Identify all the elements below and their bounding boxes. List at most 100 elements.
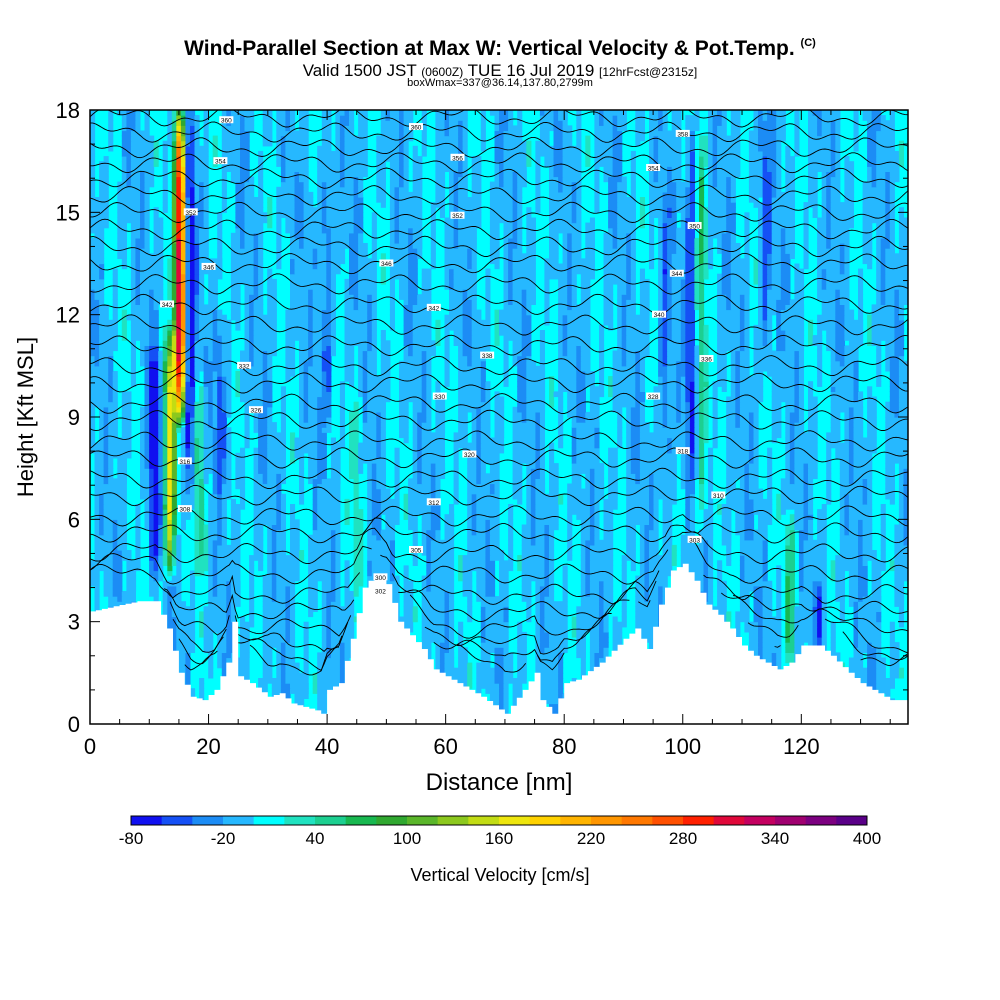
velocity-cell	[694, 417, 700, 423]
velocity-cell	[526, 606, 532, 612]
velocity-cell	[367, 519, 373, 525]
velocity-cell	[585, 580, 591, 587]
velocity-cell	[158, 381, 164, 387]
velocity-cell	[526, 519, 532, 525]
velocity-cell	[549, 473, 559, 479]
velocity-cell	[267, 417, 273, 423]
velocity-cell	[808, 381, 814, 387]
velocity-cell	[644, 580, 650, 587]
velocity-cell	[576, 447, 600, 454]
velocity-cell	[826, 437, 841, 444]
velocity-cell	[303, 647, 309, 653]
velocity-cell	[839, 509, 845, 515]
velocity-cell	[417, 463, 423, 469]
velocity-cell	[898, 519, 904, 525]
velocity-cell	[535, 585, 541, 592]
velocity-cell	[689, 437, 695, 444]
velocity-cell	[639, 478, 650, 485]
velocity-cell	[730, 371, 736, 377]
velocity-cell	[789, 575, 795, 582]
velocity-cell	[376, 468, 386, 474]
velocity-cell	[117, 529, 127, 536]
velocity-cell	[367, 468, 373, 474]
velocity-cell	[280, 519, 286, 525]
velocity-cell	[708, 555, 714, 561]
velocity-cell	[812, 642, 818, 648]
velocity-cell	[526, 463, 536, 469]
velocity-cell	[435, 401, 446, 408]
velocity-cell	[762, 550, 768, 556]
velocity-cell	[758, 642, 764, 648]
velocity-cell	[476, 411, 482, 418]
velocity-cell	[898, 381, 908, 387]
velocity-cell	[389, 596, 400, 602]
velocity-cell	[617, 437, 623, 444]
velocity-cell	[158, 437, 164, 444]
velocity-cell	[108, 376, 114, 382]
velocity-cell	[158, 391, 164, 398]
velocity-cell	[817, 381, 823, 387]
velocity-cell	[226, 391, 232, 398]
velocity-cell	[203, 432, 214, 439]
velocity-cell	[762, 647, 782, 653]
velocity-cell	[780, 478, 791, 485]
velocity-cell	[703, 422, 709, 428]
velocity-cell	[162, 498, 168, 505]
velocity-cell	[521, 529, 532, 536]
velocity-cell	[808, 524, 814, 531]
velocity-cell	[103, 417, 109, 423]
velocity-cell	[685, 509, 691, 515]
velocity-cell	[744, 524, 755, 531]
velocity-cell	[308, 596, 318, 602]
velocity-cell	[262, 606, 286, 612]
velocity-cell	[612, 616, 618, 623]
velocity-cell	[162, 406, 168, 413]
velocity-cell	[317, 678, 341, 684]
velocity-cell	[735, 524, 745, 531]
velocity-cell	[639, 473, 650, 479]
velocity-cell	[576, 457, 600, 464]
velocity-cell	[367, 406, 386, 413]
velocity-cell	[290, 524, 300, 531]
velocity-cell	[280, 504, 286, 510]
velocity-cell	[253, 422, 259, 428]
velocity-cell	[880, 555, 886, 561]
velocity-cell	[180, 365, 186, 372]
velocity-cell	[162, 417, 168, 423]
velocity-cell	[639, 550, 645, 556]
velocity-cell	[685, 381, 691, 387]
velocity-cell	[639, 417, 645, 423]
velocity-cell	[589, 514, 595, 520]
velocity-cell	[308, 560, 332, 566]
velocity-cell	[458, 560, 464, 566]
velocity-cell	[612, 642, 623, 648]
velocity-cell	[480, 463, 486, 469]
velocity-cell	[426, 585, 432, 592]
velocity-cell	[571, 463, 605, 469]
velocity-cell	[276, 555, 300, 561]
velocity-cell	[549, 534, 555, 541]
velocity-cell	[721, 519, 732, 525]
velocity-cell	[221, 493, 232, 500]
velocity-cell	[617, 417, 623, 423]
velocity-cell	[149, 386, 159, 392]
velocity-cell	[585, 473, 591, 479]
velocity-cell	[549, 580, 555, 587]
velocity-cell	[594, 504, 600, 510]
velocity-cell	[262, 647, 273, 653]
velocity-cell	[867, 417, 877, 423]
velocity-cell	[499, 565, 514, 572]
velocity-cell	[630, 437, 641, 444]
velocity-cell	[539, 355, 545, 362]
velocity-cell	[467, 360, 473, 367]
velocity-cell	[144, 401, 150, 408]
velocity-cell	[585, 376, 595, 382]
velocity-cell	[699, 381, 709, 387]
velocity-cell	[880, 544, 886, 551]
velocity-cell	[485, 637, 509, 643]
velocity-cell	[894, 575, 908, 582]
velocity-cell	[330, 550, 336, 556]
velocity-cell	[421, 550, 427, 556]
velocity-cell	[685, 401, 691, 408]
velocity-cell	[176, 376, 182, 382]
